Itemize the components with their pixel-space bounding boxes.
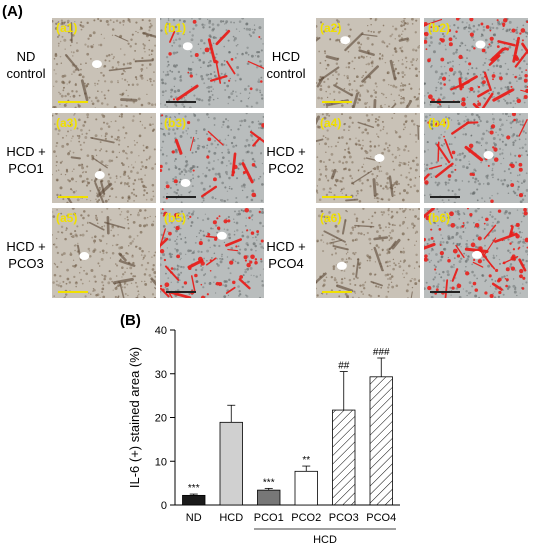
row-label-hcd-pco2: HCD + PCO2 [262, 143, 310, 177]
chart-canvas: 0 10 20 30 40 IL-6 (+) stained area (%) *** ND H… [127, 325, 400, 546]
scale-bar [322, 196, 352, 198]
row-label-hcd-pco4: HCD + PCO4 [262, 238, 310, 272]
row-label-nd-control: ND control [2, 48, 50, 82]
scale-bar [58, 101, 88, 103]
tile-tag: (a1) [56, 21, 78, 35]
tile-tag: (a3) [56, 116, 78, 130]
x-tick-label: ND [186, 512, 202, 524]
y-tick-label: 20 [155, 413, 167, 425]
tile-tag: (b4) [428, 116, 450, 130]
row-label-line: PCO3 [8, 256, 44, 271]
tile-tag: (b5) [164, 211, 186, 225]
tile-tag: (a6) [320, 211, 342, 225]
tile-tag: (b6) [428, 211, 450, 225]
micrograph-b5: (b5) [160, 208, 264, 298]
row-label-hcd-pco1: HCD + PCO1 [2, 143, 50, 177]
x-tick-label: HCD [219, 512, 243, 524]
bar-pco2 [294, 470, 318, 506]
row-label-line: HCD [271, 49, 301, 64]
y-tick-label: 0 [161, 500, 167, 512]
scale-bar [166, 101, 196, 103]
scale-bar [430, 291, 460, 293]
micrograph-b2: (b2) [424, 18, 528, 108]
significance-mark: ## [338, 361, 350, 372]
y-tick-label: 30 [155, 369, 167, 381]
tile-tag: (a2) [320, 21, 342, 35]
micrograph-b3: (b3) [160, 113, 264, 203]
bar-pco3 [332, 409, 356, 506]
x-tick-label: PCO1 [254, 512, 284, 524]
row-label-hcd-pco3: HCD + PCO3 [2, 238, 50, 272]
tile-tag: (b3) [164, 116, 186, 130]
bar-pco4 [369, 376, 393, 506]
tile-tag: (b2) [428, 21, 450, 35]
group-label: HCD [313, 534, 337, 545]
micrograph-a5: (a5) [52, 208, 156, 298]
row-label-line: HCD + [6, 144, 46, 159]
scale-bar [322, 291, 352, 293]
y-tick-label: 40 [155, 325, 167, 337]
scale-bar [430, 196, 460, 198]
micrograph-b6: (b6) [424, 208, 528, 298]
micrograph-b4: (b4) [424, 113, 528, 203]
y-axis-label: IL-6 (+) stained area (%) [127, 347, 142, 488]
x-tick-label: PCO2 [291, 512, 321, 524]
scale-bar [58, 291, 88, 293]
significance-mark: ### [373, 347, 390, 358]
scale-bar [166, 291, 196, 293]
panel-a-label: (A) [2, 3, 23, 20]
scale-bar [58, 196, 88, 198]
significance-mark: ** [302, 455, 310, 466]
tile-tag: (b1) [164, 21, 186, 35]
row-label-line: PCO1 [8, 161, 44, 176]
significance-mark: *** [188, 483, 200, 494]
x-tick-label: PCO4 [366, 512, 396, 524]
scale-bar [430, 101, 460, 103]
tile-tag: (a4) [320, 116, 342, 130]
scale-bar [166, 196, 196, 198]
row-label-line: HCD + [266, 239, 306, 254]
bar-hcd [219, 421, 243, 506]
row-label-line: ND [16, 49, 36, 64]
micrograph-a6: (a6) [316, 208, 420, 298]
il6-bar-chart: 0 10 20 30 40 IL-6 (+) stained area (%) *** ND H… [120, 320, 420, 546]
tile-tag: (a5) [56, 211, 78, 225]
row-label-hcd-control: HCD control [262, 48, 310, 82]
bar-nd [182, 494, 206, 506]
x-tick-label: PCO3 [329, 512, 359, 524]
row-label-line: PCO4 [268, 256, 304, 271]
row-label-line: PCO2 [268, 161, 304, 176]
row-label-line: HCD + [6, 239, 46, 254]
significance-mark: *** [263, 477, 275, 488]
micrograph-a1: (a1) [52, 18, 156, 108]
micrograph-b1: (b1) [160, 18, 264, 108]
micrograph-a3: (a3) [52, 113, 156, 203]
panel-b-label: (B) [120, 312, 141, 329]
bar-pco1 [257, 489, 281, 506]
micrograph-a4: (a4) [316, 113, 420, 203]
row-label-line: control [6, 66, 46, 81]
micrograph-a2: (a2) [316, 18, 420, 108]
scale-bar [322, 101, 352, 103]
row-label-line: control [266, 66, 306, 81]
y-tick-label: 10 [155, 456, 167, 468]
row-label-line: HCD + [266, 144, 306, 159]
